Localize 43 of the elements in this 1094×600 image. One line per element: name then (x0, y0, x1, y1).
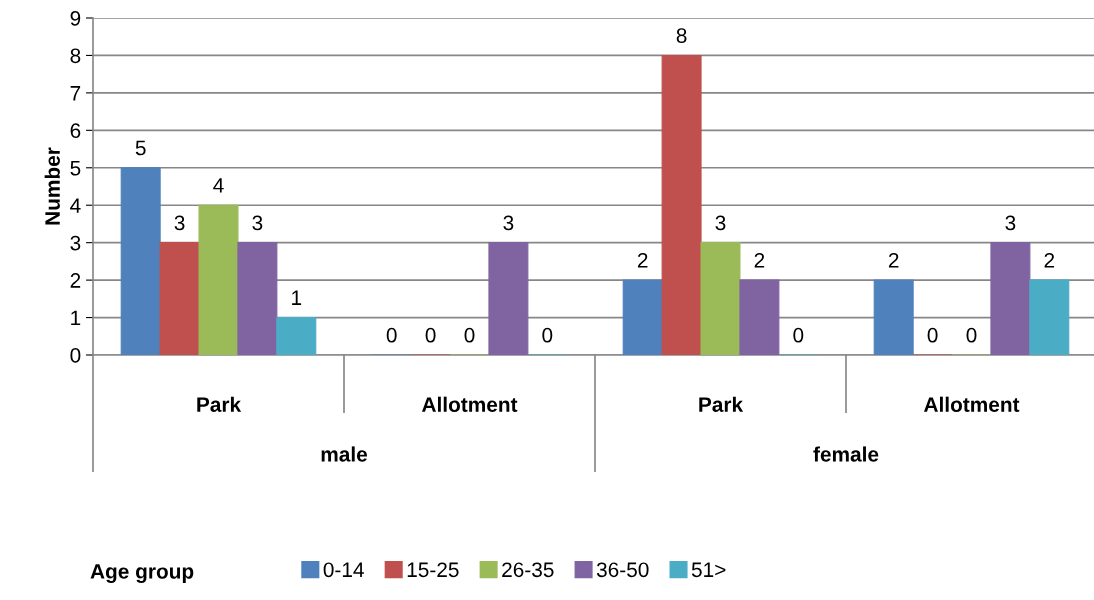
data-label: 1 (292, 290, 302, 305)
y-tick-label: 3 (70, 235, 81, 251)
y-tick-label: 1 (71, 310, 81, 326)
data-label: 3 (252, 215, 263, 231)
legend-label: 15-25 (407, 562, 459, 578)
text: male (321, 446, 368, 462)
text: female (813, 446, 879, 462)
data-label: 0 (793, 327, 804, 343)
y-tick-label: 7 (70, 86, 81, 101)
data-label: 0 (966, 327, 977, 343)
data-label: 3 (503, 215, 514, 231)
legend-label: 0-14 (323, 562, 364, 578)
x-tick-label: Allotment (923, 396, 1020, 412)
data-label: 0 (464, 327, 475, 343)
data-label: 4 (213, 178, 224, 193)
y-tick-label: 0 (70, 348, 81, 363)
y-tick-label: 8 (70, 48, 81, 64)
legend-label: 51> (691, 562, 726, 578)
y-tick-label: 2 (70, 273, 81, 288)
y-tick-label: 6 (70, 123, 81, 139)
legend-label: 36-50 (596, 562, 649, 578)
data-label: 2 (888, 252, 899, 268)
data-label: 3 (1005, 215, 1016, 231)
data-label: 0 (542, 327, 553, 343)
data-label: 3 (174, 215, 185, 231)
data-label: 0 (425, 327, 436, 343)
data-label: 0 (386, 327, 397, 343)
y-tick-label: 4 (70, 198, 81, 213)
legend-label: 26-35 (502, 562, 554, 578)
x-tick-label: Park (699, 396, 744, 412)
legend-title: Age group (90, 564, 194, 583)
data-label: 2 (754, 252, 765, 268)
y-axis-title: Number (44, 147, 60, 225)
y-tick-label: 5 (70, 160, 81, 176)
x-tick-label: Park (197, 396, 242, 412)
x-tick-label: Allotment (421, 396, 518, 412)
data-label: 0 (927, 327, 938, 343)
y-tick-label: 9 (70, 11, 81, 26)
data-label: 8 (676, 28, 687, 43)
data-label: 3 (715, 215, 726, 231)
data-label: 5 (135, 140, 146, 156)
data-label: 2 (1044, 252, 1055, 268)
data-label: 2 (637, 252, 648, 268)
